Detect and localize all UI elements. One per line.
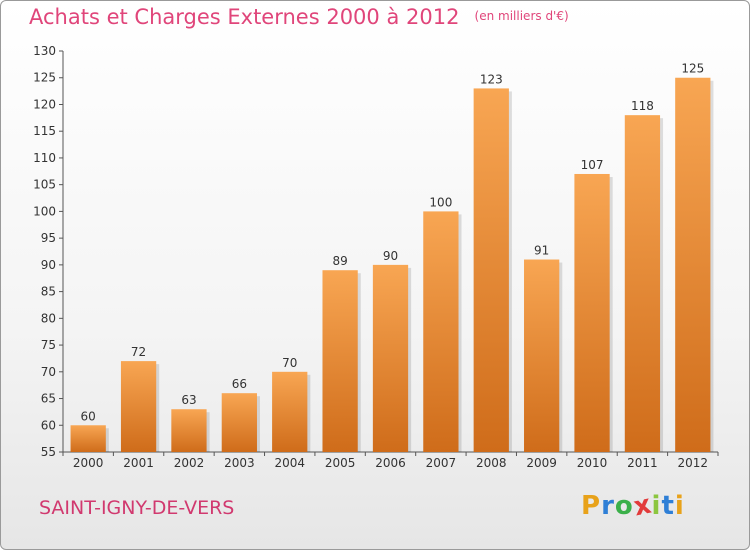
y-tick-label: 65 [41, 392, 56, 406]
data-label: 91 [534, 244, 549, 258]
bar [171, 409, 207, 452]
data-label: 100 [429, 195, 452, 209]
y-tick-label: 130 [33, 44, 56, 58]
y-tick-label: 85 [41, 285, 56, 299]
data-label: 125 [681, 62, 704, 76]
x-tick-label: 2011 [627, 456, 658, 470]
data-label: 70 [282, 356, 297, 370]
x-tick-label: 2001 [123, 456, 154, 470]
y-tick-label: 75 [41, 338, 56, 352]
bar [574, 173, 610, 452]
data-label: 63 [181, 393, 196, 407]
y-tick-label: 90 [41, 258, 56, 272]
bar [322, 270, 358, 452]
x-tick-label: 2004 [274, 456, 305, 470]
data-label: 72 [131, 345, 146, 359]
y-tick-label: 115 [33, 124, 56, 138]
y-tick-label: 80 [41, 311, 56, 325]
y-tick-label: 100 [33, 204, 56, 218]
bar [70, 425, 106, 452]
x-tick-label: 2005 [325, 456, 356, 470]
labels: 60 72 63 66 70 89 90 100 123 91 107 118 125 [81, 62, 705, 424]
bar [221, 393, 257, 452]
x-tick-label: 2010 [577, 456, 608, 470]
logo-letter: t [661, 491, 675, 521]
proxiti-logo: Proxiti [581, 489, 685, 522]
y-tick-label: 110 [33, 151, 56, 165]
data-label: 123 [480, 72, 503, 86]
bar [624, 115, 661, 452]
bar [524, 259, 560, 452]
logo-letter: i [651, 491, 662, 521]
bar [372, 264, 409, 452]
x-tick-label: 2008 [476, 456, 507, 470]
y-tick-label: 95 [41, 231, 56, 245]
data-label: 90 [383, 249, 398, 263]
data-label: 107 [581, 158, 604, 172]
chart-title: Achats et Charges Externes 2000 à 2012 [29, 5, 460, 29]
title-row: Achats et Charges Externes 2000 à 2012 (… [29, 5, 569, 29]
y-tick-label: 105 [33, 178, 56, 192]
y-tick-label: 70 [41, 365, 56, 379]
bar [423, 211, 459, 452]
bar [120, 361, 157, 452]
commune-name: SAINT-IGNY-DE-VERS [39, 497, 235, 519]
bars [70, 77, 714, 452]
y-tick-label: 55 [41, 445, 56, 459]
y-tick-label: 125 [33, 71, 56, 85]
chart-unit: (en milliers d'€) [474, 9, 569, 23]
x-tick-label: 2009 [526, 456, 557, 470]
logo-letter: P [581, 491, 602, 521]
logo-letter: r [601, 491, 615, 521]
x-tick-label: 2012 [678, 456, 709, 470]
logo-letter: i [674, 491, 685, 521]
x-tick-label: 2007 [426, 456, 457, 470]
logo-letter: o [614, 491, 634, 521]
x-tick-label: 2002 [174, 456, 205, 470]
bar [675, 77, 711, 452]
data-label: 60 [81, 409, 96, 423]
axes: 55 60 65 70 75 80 85 90 95 100 105 110 115 120 125 130 2… [33, 44, 719, 470]
x-tick-label: 2000 [73, 456, 104, 470]
data-label: 118 [631, 99, 654, 113]
data-label: 66 [232, 377, 247, 391]
data-label: 89 [332, 254, 347, 268]
bar [473, 88, 509, 452]
x-tick-label: 2006 [375, 456, 406, 470]
bar [272, 371, 308, 452]
y-tick-label: 120 [33, 97, 56, 111]
x-tick-label: 2003 [224, 456, 255, 470]
y-tick-label: 60 [41, 418, 56, 432]
